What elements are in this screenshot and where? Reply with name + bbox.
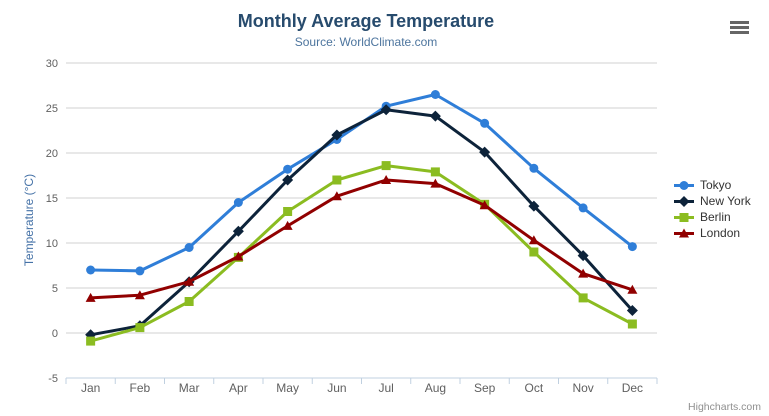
berlin-marker[interactable] <box>135 323 145 333</box>
berlin-marker[interactable] <box>86 336 96 346</box>
berlin-marker[interactable] <box>332 175 342 185</box>
berlin-marker[interactable] <box>430 167 440 177</box>
x-axis-tick-label: Jun <box>327 381 346 395</box>
legend-label: New York <box>700 194 751 208</box>
legend-item-tokyo[interactable]: Tokyo <box>673 177 751 193</box>
series-london <box>85 175 638 302</box>
new-york-marker[interactable] <box>577 250 589 262</box>
legend-item-berlin[interactable]: Berlin <box>673 209 751 225</box>
legend-label: Tokyo <box>700 178 732 192</box>
context-menu-button[interactable] <box>730 21 749 34</box>
y-axis-tick-label: 5 <box>52 283 58 295</box>
legend-symbol-tokyo <box>674 180 694 190</box>
london-marker[interactable] <box>331 191 342 201</box>
series-line-london[interactable] <box>89 178 634 300</box>
x-axis-tick-label: Oct <box>525 381 544 395</box>
diamond-icon[interactable] <box>678 195 690 207</box>
tokyo-marker[interactable] <box>578 203 588 213</box>
berlin-marker[interactable] <box>529 247 539 257</box>
chart-subtitle: Source: WorldClimate.com <box>294 35 438 49</box>
legend-symbol-berlin <box>674 212 694 222</box>
legend-symbol-new-york <box>674 195 694 207</box>
x-axis-tick-label: May <box>276 381 299 395</box>
new-york-marker[interactable] <box>626 305 638 316</box>
credits-link[interactable]: Highcharts.com <box>688 401 761 413</box>
series-new-york <box>85 104 638 341</box>
tokyo-marker[interactable] <box>480 118 490 128</box>
berlin-marker[interactable] <box>381 161 391 171</box>
tokyo-marker[interactable] <box>283 164 293 174</box>
legend-symbol-london <box>674 228 694 237</box>
y-axis-tick-label: 30 <box>46 58 58 70</box>
x-axis-tick-label: Nov <box>572 381 593 395</box>
tokyo-marker[interactable] <box>233 198 243 207</box>
y-axis-tick-label: 20 <box>46 148 58 160</box>
london-marker[interactable] <box>282 220 293 230</box>
new-york-marker[interactable] <box>232 225 244 237</box>
london-marker[interactable] <box>134 290 145 300</box>
x-axis-tick-label: Apr <box>229 381 248 395</box>
new-york-marker[interactable] <box>479 146 491 158</box>
tokyo-marker[interactable] <box>135 266 145 276</box>
london-marker[interactable] <box>528 235 539 245</box>
london-marker[interactable] <box>627 284 638 294</box>
y-axis-tick-label: 0 <box>52 328 58 340</box>
triangle-icon[interactable] <box>679 228 689 237</box>
x-axis-tick-label: Feb <box>130 381 151 395</box>
legend-item-new-york[interactable]: New York <box>673 193 751 209</box>
berlin-marker[interactable] <box>627 319 637 329</box>
hamburger-icon <box>730 31 749 34</box>
y-axis-tick-label: 10 <box>46 238 58 250</box>
legend-label: London <box>700 226 741 240</box>
y-axis-tick-label: 15 <box>46 193 58 205</box>
tokyo-marker[interactable] <box>529 163 539 173</box>
x-axis-tick-label: Aug <box>425 381 446 395</box>
series-line-berlin[interactable] <box>89 164 634 343</box>
new-york-marker[interactable] <box>429 110 441 122</box>
london-marker[interactable] <box>430 178 441 188</box>
london-marker[interactable] <box>479 200 490 210</box>
chart-header: Monthly Average Temperature Source: Worl… <box>0 0 732 49</box>
london-marker[interactable] <box>381 175 392 184</box>
x-axis-tick-label: Mar <box>179 381 200 395</box>
square-icon[interactable] <box>679 212 689 222</box>
tokyo-marker[interactable] <box>86 265 96 275</box>
tokyo-marker[interactable] <box>627 242 637 252</box>
berlin-marker[interactable] <box>283 207 293 216</box>
tokyo-marker[interactable] <box>430 90 440 99</box>
berlin-marker[interactable] <box>578 293 588 303</box>
new-york-marker[interactable] <box>380 104 392 116</box>
tokyo-marker[interactable] <box>184 243 194 252</box>
series-tokyo <box>86 90 637 276</box>
x-axis-tick-label: Sep <box>474 381 496 395</box>
london-marker[interactable] <box>85 292 96 302</box>
berlin-marker[interactable] <box>184 297 194 306</box>
new-york-marker[interactable] <box>331 129 343 141</box>
hamburger-icon <box>730 21 749 24</box>
y-axis-title: Temperature (°C) <box>22 174 36 266</box>
y-axis-tick-label: -5 <box>48 373 58 385</box>
chart-title: Monthly Average Temperature <box>237 11 495 31</box>
legend: Tokyo New York Berlin London <box>673 177 751 241</box>
series-line-new-york[interactable] <box>89 108 634 337</box>
x-axis-tick-label: Jul <box>378 381 393 395</box>
london-marker[interactable] <box>578 268 589 278</box>
x-axis-tick-label: Dec <box>622 381 643 395</box>
legend-label: Berlin <box>700 210 731 224</box>
london-marker[interactable] <box>233 251 244 261</box>
x-axis-tick-label: Jan <box>81 381 100 395</box>
legend-item-london[interactable]: London <box>673 225 751 241</box>
new-york-marker[interactable] <box>282 174 294 186</box>
new-york-marker[interactable] <box>528 200 540 212</box>
london-marker[interactable] <box>184 276 195 286</box>
y-axis-tick-label: 25 <box>46 103 58 115</box>
hamburger-icon <box>730 26 749 29</box>
circle-icon[interactable] <box>679 180 689 190</box>
